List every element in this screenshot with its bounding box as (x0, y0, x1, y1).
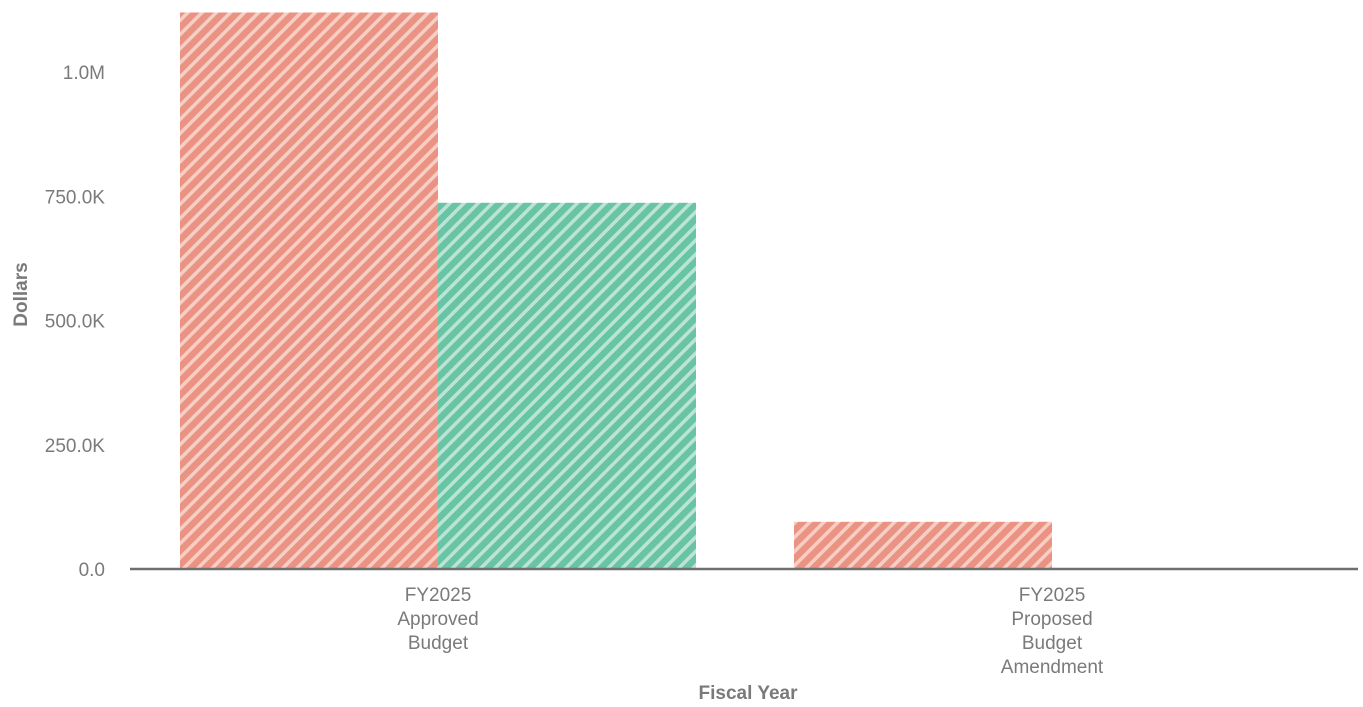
y-axis-title: Dollars (11, 262, 32, 326)
bar (794, 521, 1052, 569)
y-tick-label: 1.0M (63, 63, 105, 84)
bar (438, 202, 696, 569)
y-tick-label: 0.0 (79, 560, 105, 581)
x-axis-title: Fiscal Year (699, 683, 799, 704)
y-tick-label: 750.0K (45, 187, 106, 208)
y-tick-label: 250.0K (45, 436, 106, 457)
y-tick-label: 500.0K (45, 312, 106, 333)
x-tick-label: FY2025 Approved Budget (397, 585, 478, 654)
x-tick-label: FY2025 Proposed Budget Amendment (1001, 585, 1104, 678)
bar (180, 12, 438, 570)
